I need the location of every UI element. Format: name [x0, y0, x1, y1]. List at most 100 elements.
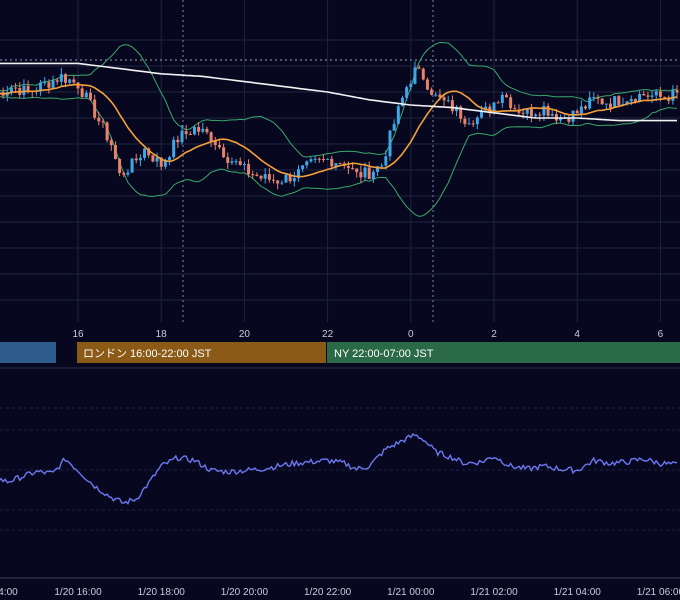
candle-body — [176, 139, 180, 143]
candle-body — [625, 101, 629, 105]
candle — [425, 77, 429, 91]
candle — [192, 125, 196, 136]
candle — [122, 171, 126, 178]
candle-body — [579, 106, 583, 114]
candle-body — [126, 172, 130, 175]
candle — [450, 95, 454, 115]
candle — [388, 129, 392, 161]
oscillator-x-tick-label: 1/21 06:00 — [637, 587, 680, 598]
candle-body — [296, 169, 300, 179]
candle-body — [571, 110, 575, 122]
candle — [434, 91, 438, 97]
oscillator-x-tick-label: 1/21 04:00 — [554, 587, 602, 598]
x-tick-label: 22 — [322, 329, 334, 340]
candle-body — [434, 94, 438, 96]
candle-body — [88, 92, 92, 100]
x-tick-label: 20 — [239, 329, 251, 340]
candle-body — [430, 89, 434, 95]
candle — [475, 116, 479, 130]
candle-body — [76, 82, 80, 89]
candle-body — [292, 178, 296, 182]
candle — [155, 152, 159, 168]
candle-body — [267, 174, 271, 180]
candle — [671, 85, 675, 105]
candle — [209, 131, 213, 147]
candle-body — [413, 67, 417, 84]
candle — [97, 111, 101, 126]
candle-body — [280, 182, 284, 184]
candle — [47, 79, 51, 94]
candle-body — [155, 157, 159, 162]
candle-body — [367, 167, 371, 180]
candle-body — [209, 132, 213, 141]
candle-body — [205, 128, 209, 133]
candle — [305, 160, 309, 169]
candle-body — [658, 91, 662, 97]
candle-body — [84, 92, 88, 98]
candle — [138, 154, 142, 167]
candle — [263, 168, 267, 184]
candle — [93, 94, 97, 120]
candle — [529, 103, 533, 123]
candle — [550, 108, 554, 117]
candle-body — [213, 140, 217, 145]
oscillator-x-tick-label: 4:00 — [0, 587, 18, 598]
candle — [105, 121, 109, 143]
candle — [80, 85, 84, 98]
candle — [413, 61, 417, 85]
candle — [88, 88, 92, 102]
oscillator-x-tick-label: 1/20 20:00 — [221, 587, 269, 598]
moving-averages — [0, 62, 678, 178]
candle — [600, 98, 604, 105]
candle-body — [405, 87, 409, 98]
candle-body — [305, 161, 309, 166]
candle — [409, 80, 413, 91]
candle — [405, 85, 409, 102]
candle-body — [450, 100, 454, 112]
candle — [234, 158, 238, 166]
oscillator-x-axis: 4:00 1/20 16:00 1/20 18:00 1/20 20:00 1/20 2… — [0, 587, 680, 598]
candle-body — [321, 158, 325, 160]
candle-body — [488, 106, 492, 113]
candle — [101, 118, 105, 128]
candle-body — [9, 87, 13, 93]
candle — [613, 96, 617, 109]
oscillator-x-tick-label: 1/20 18:00 — [138, 587, 186, 598]
candle-body — [97, 117, 101, 122]
candle — [172, 136, 176, 159]
candle — [471, 120, 475, 127]
candle — [130, 158, 134, 173]
candle-body — [326, 158, 330, 160]
x-tick-label: 2 — [491, 329, 497, 340]
candle-body — [317, 158, 321, 160]
candle — [143, 147, 147, 161]
candle — [588, 91, 592, 110]
candle-body — [667, 97, 671, 101]
candle — [301, 164, 305, 173]
candle-body — [459, 106, 463, 119]
candle-body — [242, 164, 246, 166]
candle-body — [613, 96, 617, 108]
candle — [355, 168, 359, 178]
candle — [363, 162, 367, 182]
candle-body — [421, 68, 425, 80]
candle-body — [47, 82, 51, 88]
candle-body — [101, 121, 105, 123]
candle-body — [633, 99, 637, 103]
candle — [259, 174, 263, 182]
candle-body — [217, 144, 221, 148]
candle-body — [346, 165, 350, 168]
candle-body — [222, 147, 226, 158]
candle-body — [113, 145, 117, 159]
candle-body — [425, 79, 429, 90]
candle-body — [400, 97, 404, 107]
candle-body — [288, 174, 292, 182]
candle-body — [105, 122, 109, 141]
candle-body — [43, 82, 47, 84]
candle — [9, 84, 13, 96]
candle — [642, 90, 646, 96]
candle-body — [600, 98, 604, 105]
candle-body — [509, 97, 513, 109]
candle-body — [384, 156, 388, 166]
candle-body — [247, 164, 251, 175]
